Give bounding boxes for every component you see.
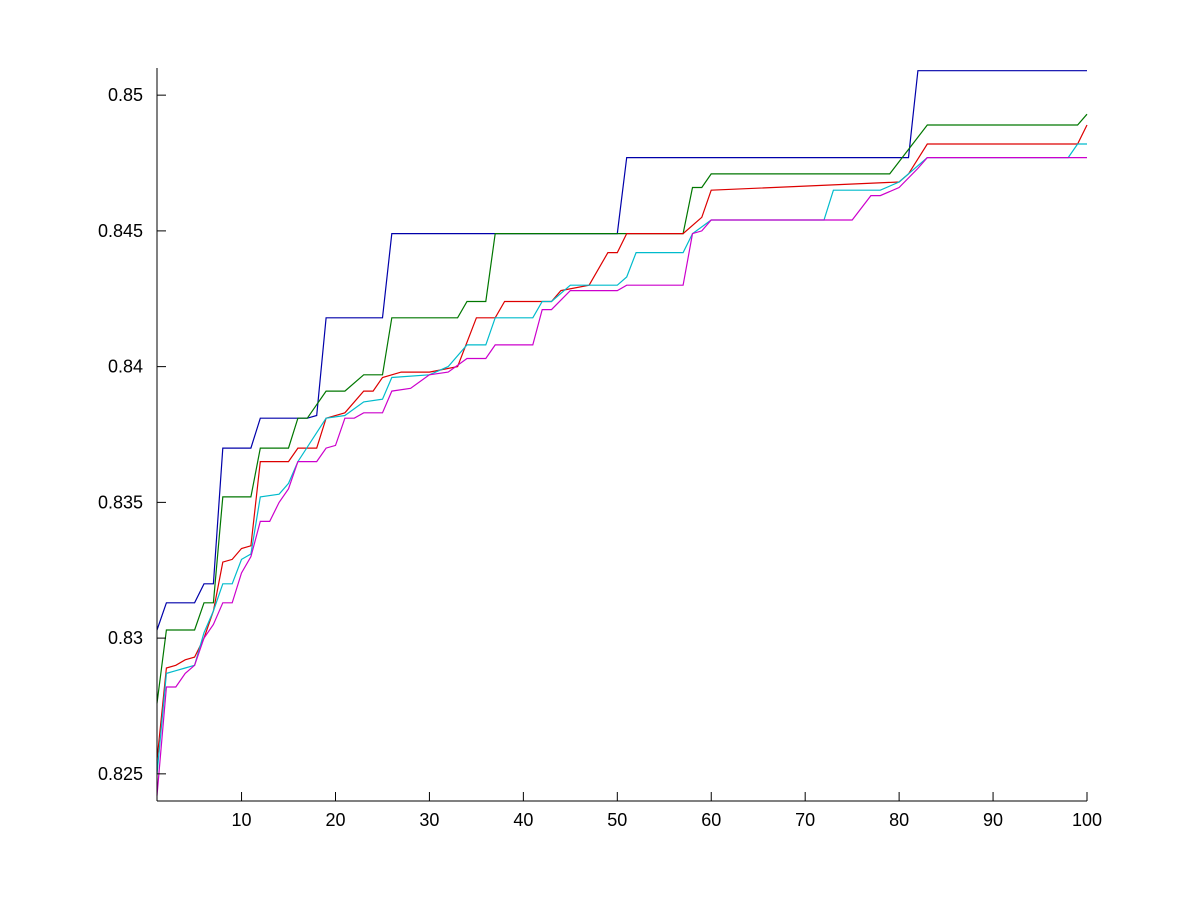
x-tick-label: 20 <box>325 810 345 830</box>
x-tick-label: 70 <box>795 810 815 830</box>
y-tick-label: 0.84 <box>108 357 143 377</box>
series-layer <box>156 70 1088 796</box>
y-tick-label: 0.845 <box>98 221 143 241</box>
plot-area <box>157 68 1087 801</box>
series-line-3 <box>156 124 1088 761</box>
y-tick-label: 0.825 <box>98 764 143 784</box>
x-tick-label: 40 <box>513 810 533 830</box>
y-tick-label: 0.835 <box>98 492 143 512</box>
series-line-2 <box>156 113 1088 704</box>
x-tick-label: 90 <box>983 810 1003 830</box>
x-axis-ticks: 10 20 30 40 50 60 70 80 90 100 <box>232 792 1102 830</box>
y-tick-label: 0.85 <box>108 85 143 105</box>
x-tick-label: 60 <box>701 810 721 830</box>
y-axis-ticks: 0.825 0.83 0.835 0.84 0.845 0.85 <box>98 85 166 784</box>
y-tick-label: 0.83 <box>108 628 143 648</box>
x-tick-label: 100 <box>1072 810 1102 830</box>
series-line-5 <box>156 157 1087 796</box>
x-tick-label: 50 <box>607 810 627 830</box>
x-tick-label: 10 <box>232 810 252 830</box>
x-tick-label: 30 <box>419 810 439 830</box>
x-tick-label: 80 <box>889 810 909 830</box>
